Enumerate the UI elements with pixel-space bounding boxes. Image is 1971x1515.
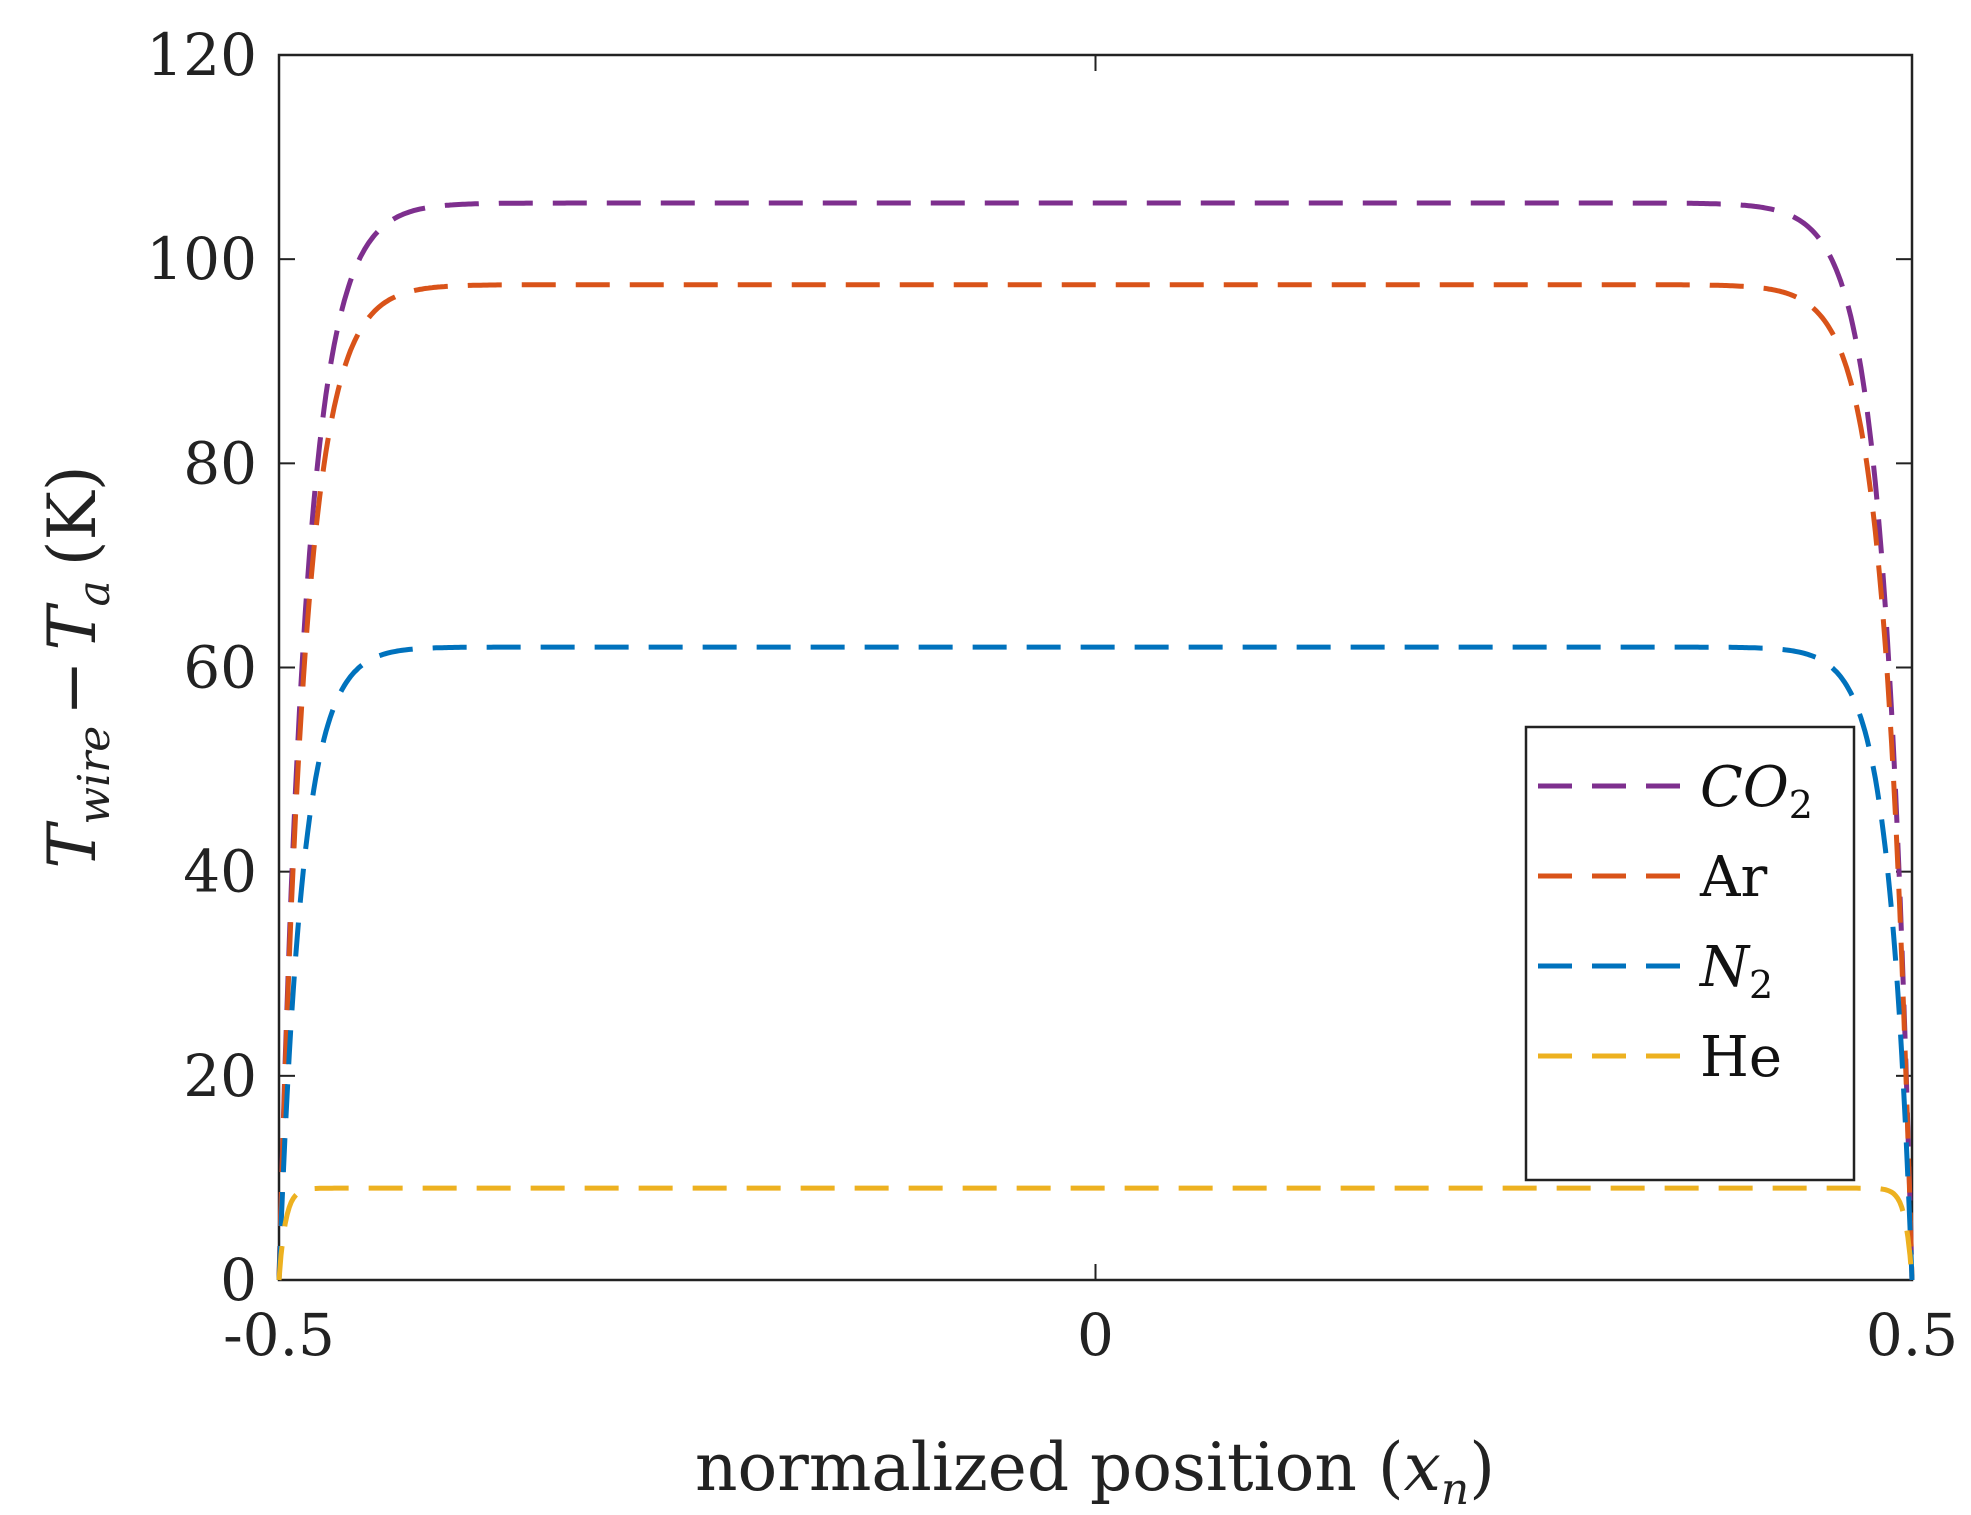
legend-box [1524,725,1856,1182]
legend-label-co2: CO2 [1700,755,1813,827]
y-axis-ticks: 0 20 40 60 80 100 120 [146,21,1912,1314]
x-axis-ticks: -0.5 0 0.5 [223,55,1958,1369]
x-tick-label: 0 [1077,1301,1114,1369]
series-lines [276,200,1915,1281]
y-tick-label: 80 [183,429,257,497]
legend-label-he: He [1700,1025,1782,1090]
y-tick-label: 0 [220,1246,257,1314]
y-axis-symbol-2: T [34,601,111,650]
y-axis-subscript-2: a [69,580,120,606]
x-tick-label: 0.5 [1866,1301,1958,1369]
series-line-he [276,1185,1915,1281]
y-tick-label: 100 [146,225,257,293]
x-tick-label: -0.5 [223,1301,335,1369]
y-axis-subscript-1: wire [69,726,120,825]
x-axis-label-text: normalized position [695,1429,1357,1506]
series-line-ar [276,282,1915,1281]
y-tick-label: 20 [183,1042,257,1110]
x-axis-symbol: x [1404,1429,1441,1506]
legend-label-n2: N2 [1698,935,1773,1007]
y-axis-unit: (K) [34,465,111,566]
y-tick-label: 60 [183,634,257,702]
series-line-n2 [276,644,1915,1281]
legend: CO2 Ar N2 He [1524,725,1856,1182]
legend-label-ar: Ar [1699,845,1767,910]
y-axis-minus: − [34,660,111,715]
y-tick-label: 120 [146,21,257,89]
x-axis-subscript: n [1441,1464,1469,1515]
x-axis-label: normalized position (xn) [695,1429,1495,1515]
y-axis-symbol-1: T [34,820,111,869]
y-axis-label: Twire − Ta (K) [34,465,120,868]
series-line-co2 [276,200,1915,1281]
y-tick-label: 40 [183,838,257,906]
